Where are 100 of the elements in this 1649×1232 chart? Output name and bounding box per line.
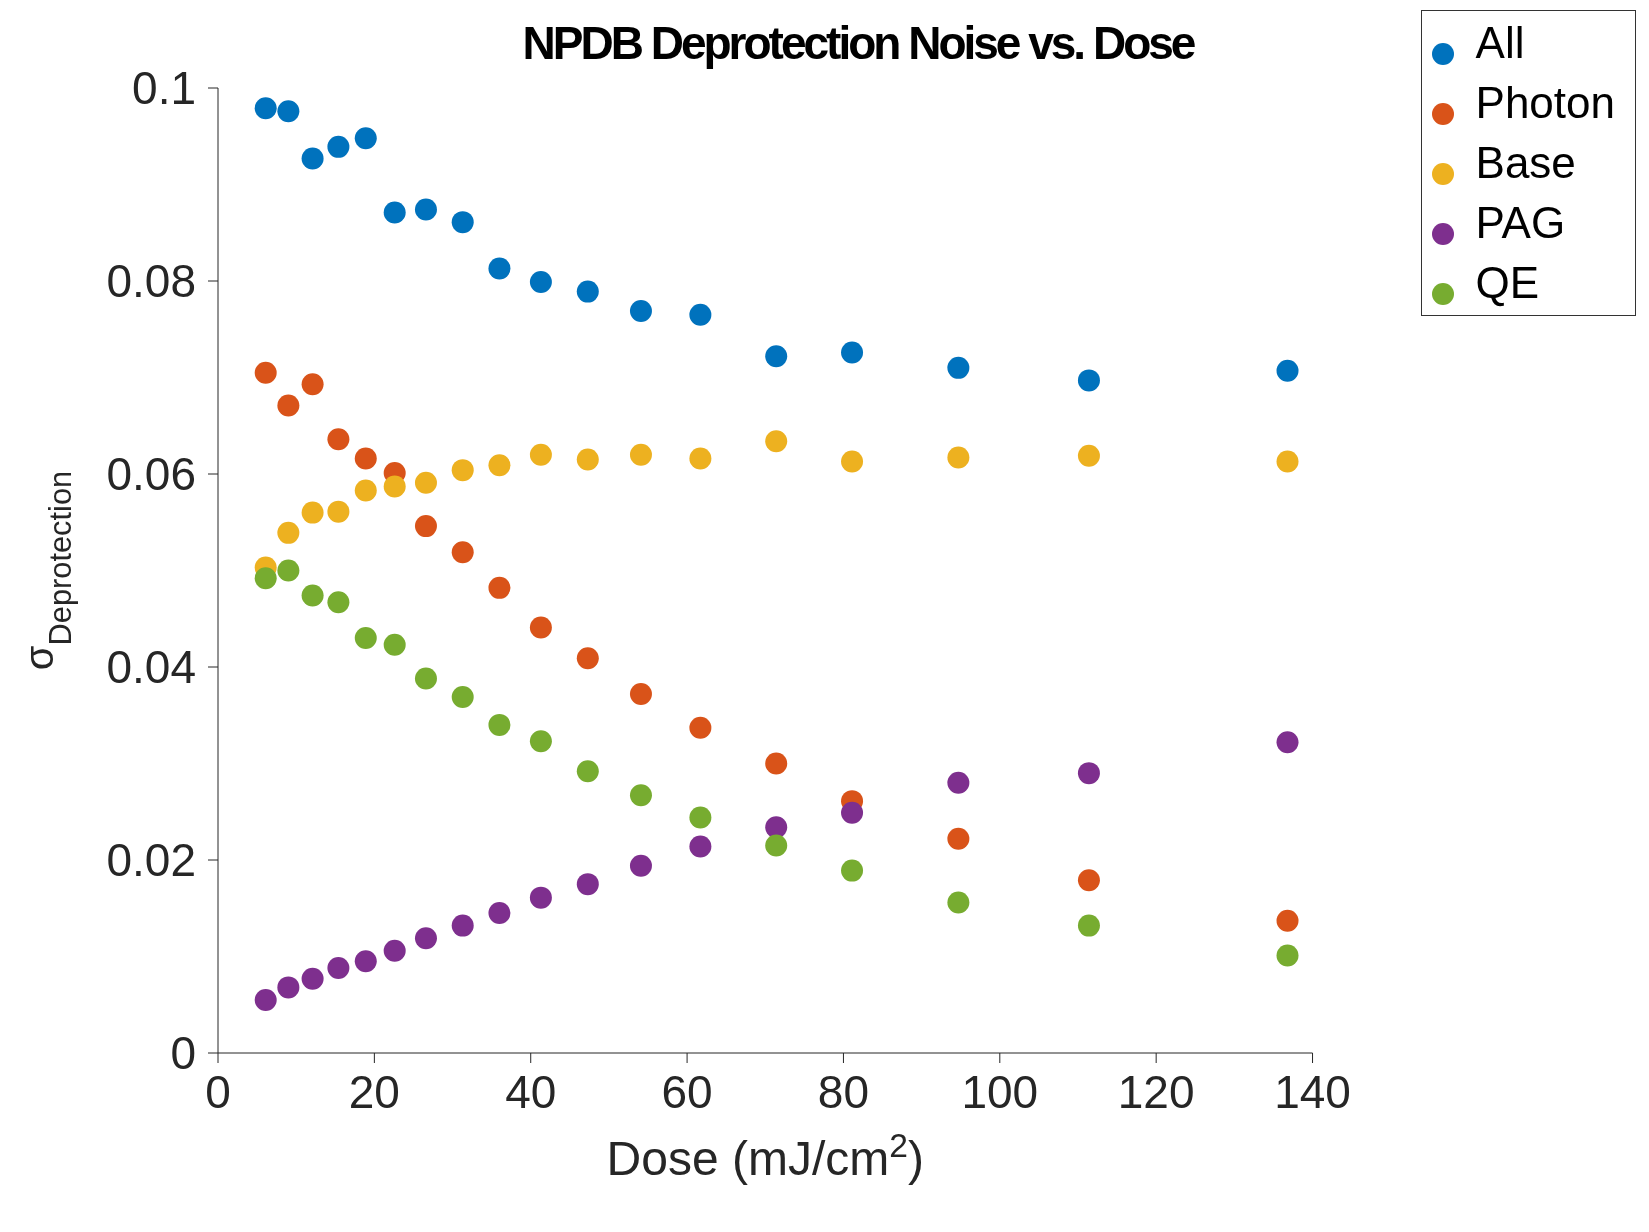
point xyxy=(841,341,864,364)
legend-label: PAG xyxy=(1475,198,1566,247)
point xyxy=(1276,731,1299,754)
point xyxy=(841,801,864,824)
point xyxy=(765,834,788,857)
x-tick-label: 100 xyxy=(961,1065,1039,1118)
point xyxy=(765,816,788,839)
point xyxy=(414,471,437,494)
point xyxy=(254,361,277,384)
point xyxy=(451,459,474,482)
point xyxy=(383,475,406,498)
point xyxy=(383,633,406,656)
point xyxy=(529,616,552,639)
y-tick-label: 0.08 xyxy=(106,255,196,308)
point xyxy=(488,257,511,280)
point xyxy=(947,771,970,794)
point xyxy=(841,450,864,473)
point xyxy=(414,927,437,950)
point xyxy=(354,627,377,650)
point xyxy=(841,859,864,882)
point xyxy=(254,97,277,120)
point xyxy=(301,501,324,524)
legend-label: Base xyxy=(1475,138,1576,187)
point xyxy=(689,447,712,470)
point xyxy=(1276,359,1299,382)
point xyxy=(947,891,970,914)
y-tick-label: 0.04 xyxy=(106,641,196,694)
point xyxy=(1077,369,1100,392)
point xyxy=(576,280,599,303)
legend-label: Photon xyxy=(1475,78,1615,127)
point xyxy=(327,500,350,523)
point xyxy=(383,939,406,962)
point xyxy=(629,854,652,877)
point xyxy=(301,584,324,607)
point xyxy=(629,443,652,466)
point xyxy=(1077,914,1100,937)
chart-title: NPDB Deprotection Noise vs. Dose xyxy=(522,17,1194,69)
point xyxy=(414,198,437,221)
point xyxy=(327,135,350,158)
point xyxy=(1077,762,1100,785)
point xyxy=(689,303,712,326)
y-tick-label: 0.06 xyxy=(106,448,196,501)
point xyxy=(488,713,511,736)
point xyxy=(576,873,599,896)
point xyxy=(327,428,350,451)
point xyxy=(451,914,474,937)
point xyxy=(1276,909,1299,932)
x-axis-title: Dose (mJ/cm$^{2}$) xyxy=(606,1126,924,1185)
point xyxy=(689,716,712,739)
point xyxy=(488,454,511,477)
point xyxy=(451,541,474,564)
point xyxy=(327,591,350,614)
point xyxy=(629,784,652,807)
x-tick-label: 40 xyxy=(505,1065,557,1118)
y-tick-label: 0 xyxy=(170,1027,196,1080)
point xyxy=(277,394,300,417)
point xyxy=(765,430,788,453)
point xyxy=(354,479,377,502)
legend-label: All xyxy=(1475,18,1525,67)
point xyxy=(947,446,970,469)
x-tick-label: 0 xyxy=(205,1065,231,1118)
point xyxy=(1276,944,1299,967)
point xyxy=(689,835,712,858)
point xyxy=(576,448,599,471)
x-tick-label: 20 xyxy=(348,1065,400,1118)
point xyxy=(414,667,437,690)
point xyxy=(383,201,406,224)
point xyxy=(765,752,788,775)
legend-label: QE xyxy=(1475,258,1540,307)
point xyxy=(1077,444,1100,467)
x-tick-label: 140 xyxy=(1274,1065,1351,1118)
point xyxy=(488,576,511,599)
point xyxy=(529,443,552,466)
point xyxy=(451,211,474,234)
point xyxy=(1077,869,1100,892)
point xyxy=(488,902,511,925)
point xyxy=(277,976,300,999)
point xyxy=(947,827,970,850)
point xyxy=(354,950,377,973)
point xyxy=(576,760,599,783)
point xyxy=(451,685,474,708)
point xyxy=(301,967,324,990)
x-tick-label: 60 xyxy=(661,1065,713,1118)
point xyxy=(301,147,324,170)
point xyxy=(354,447,377,470)
point xyxy=(354,127,377,150)
point xyxy=(254,567,277,590)
point xyxy=(414,515,437,538)
x-tick-label: 80 xyxy=(817,1065,870,1118)
point xyxy=(629,299,652,322)
point xyxy=(947,356,970,379)
point xyxy=(529,270,552,293)
point xyxy=(1276,450,1299,473)
x-tick-label: 120 xyxy=(1117,1065,1195,1118)
point xyxy=(689,806,712,829)
point xyxy=(254,988,277,1011)
point xyxy=(277,100,300,123)
point xyxy=(765,345,788,368)
point xyxy=(277,521,300,544)
point xyxy=(529,886,552,909)
